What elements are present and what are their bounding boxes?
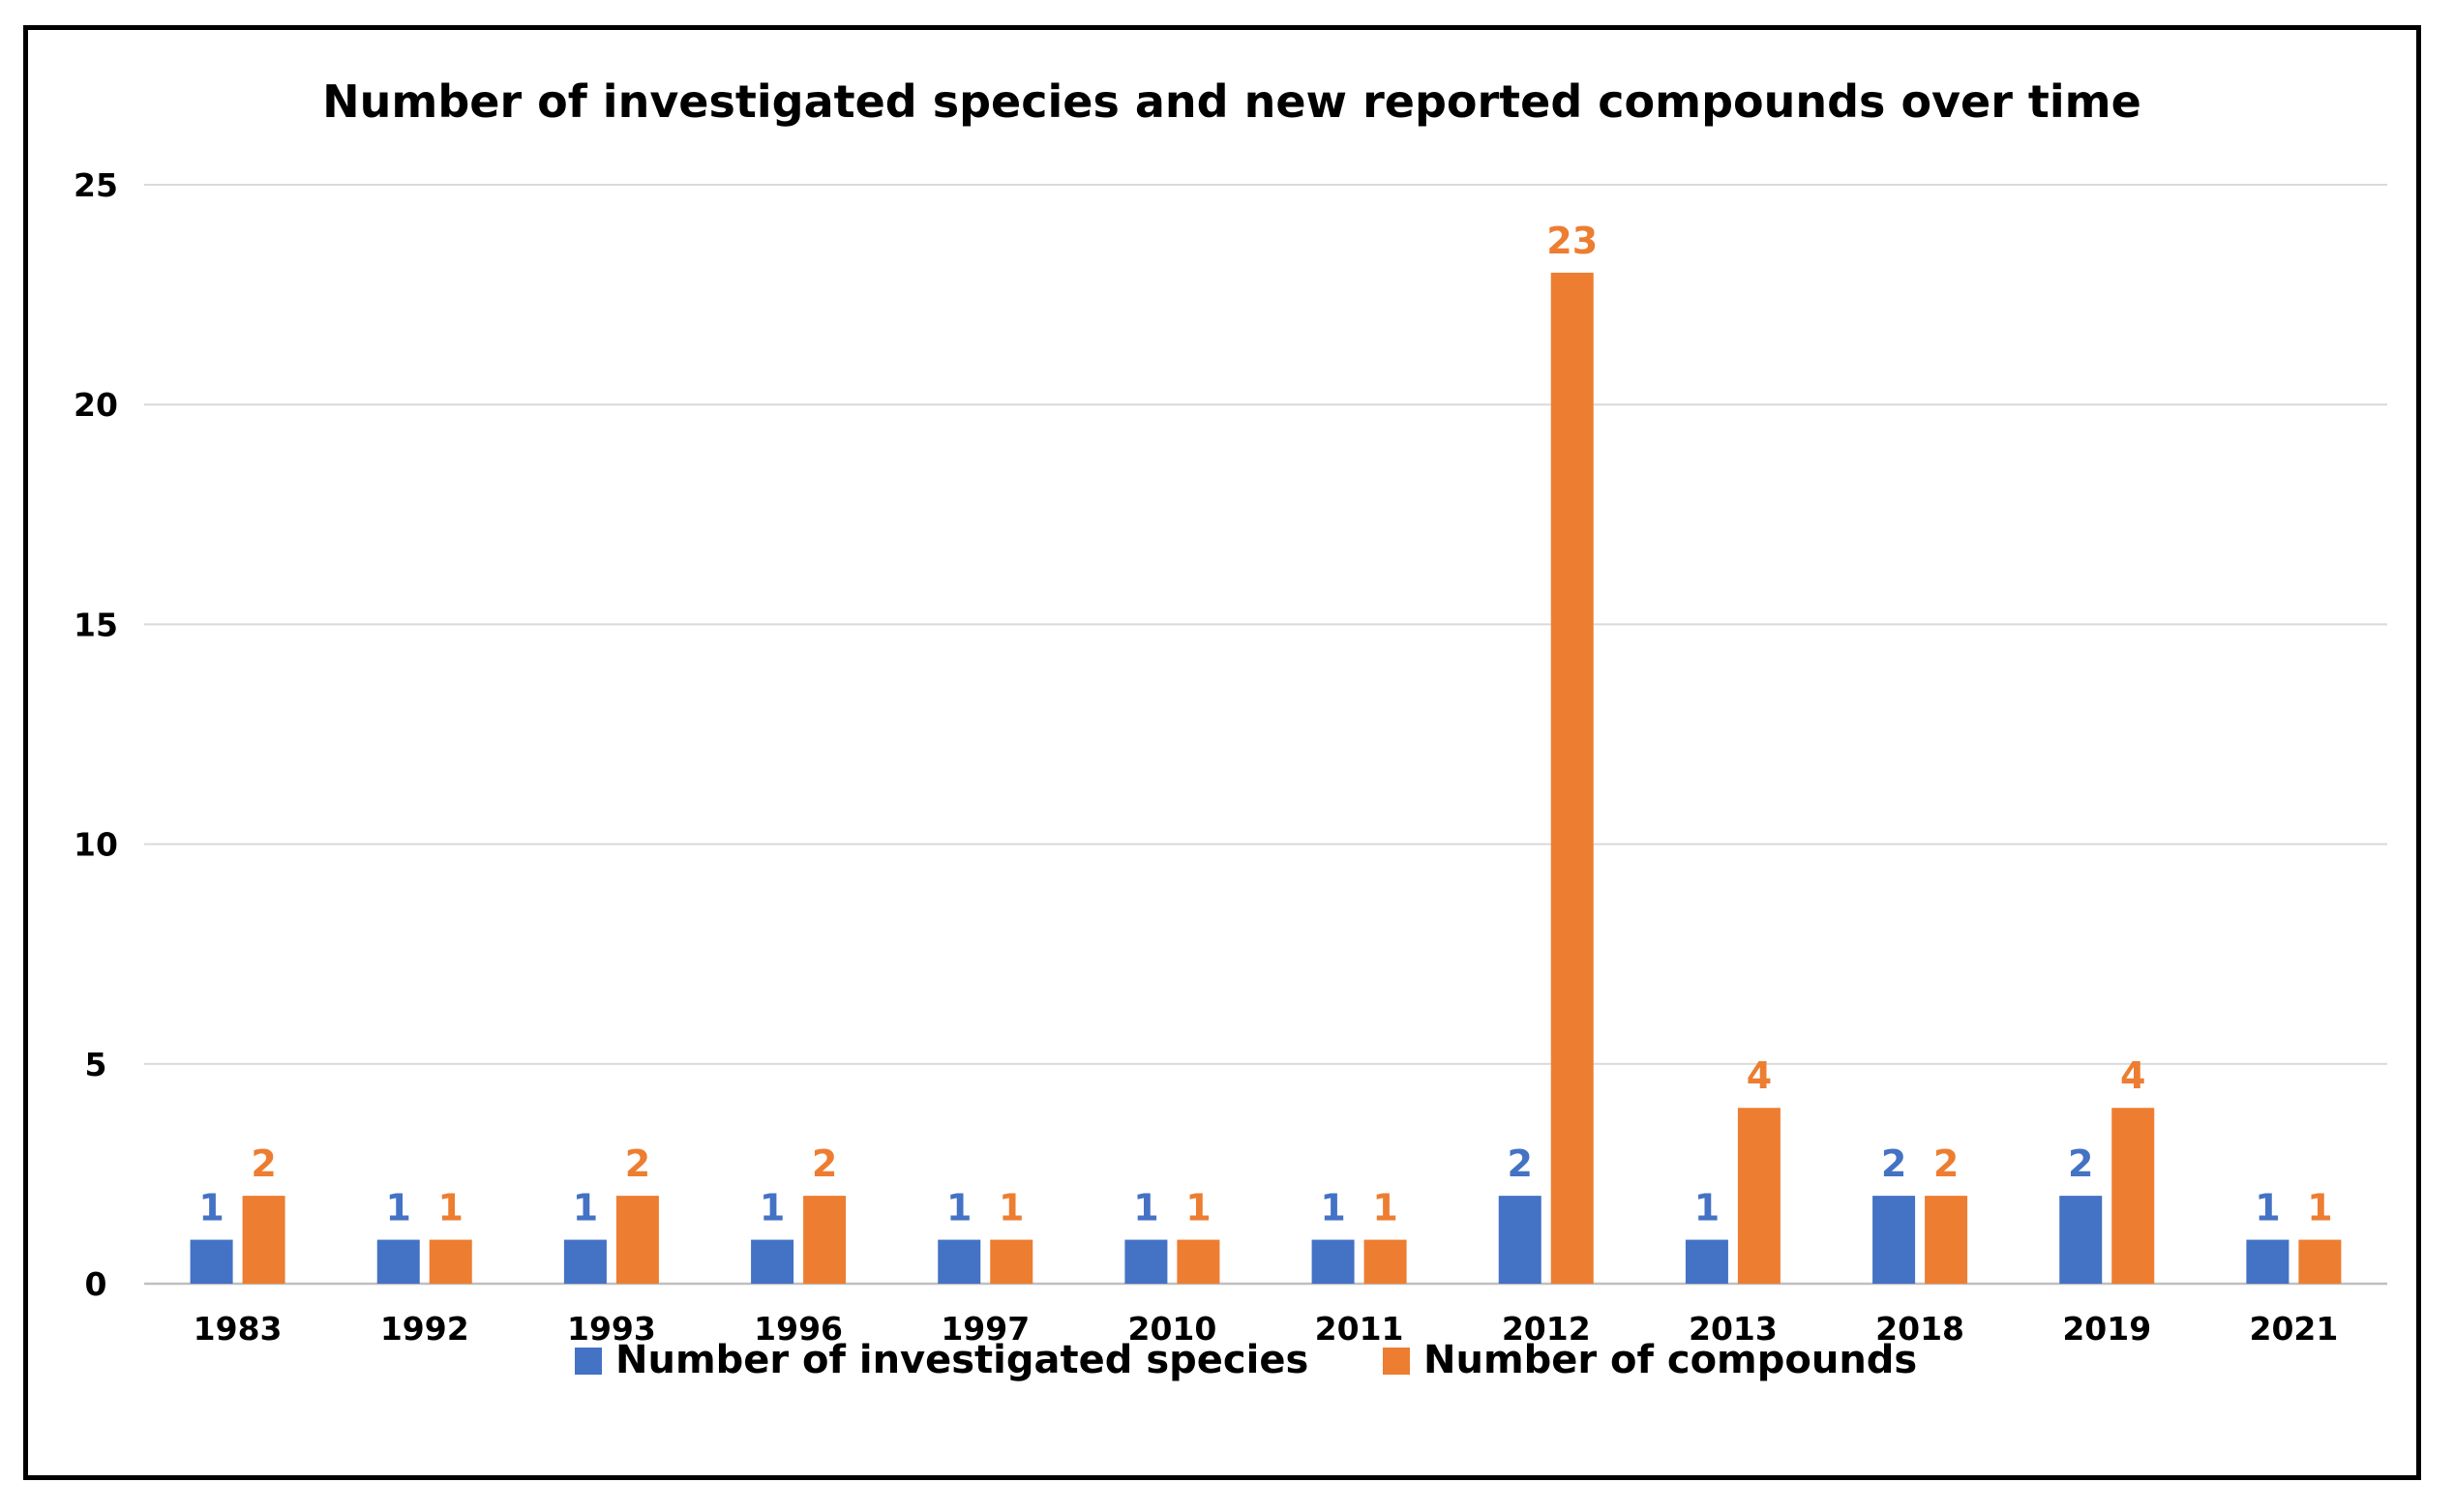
- bar-investigated-species: [1124, 1239, 1168, 1284]
- x-tick-label: 1997: [941, 1310, 1030, 1348]
- y-axis-ticks: 0 5 10 15 20 25: [74, 166, 118, 1303]
- bar-investigated-species: [938, 1239, 981, 1284]
- bar-investigated-species: [2246, 1239, 2289, 1284]
- data-label-investigated-species: 1: [760, 1187, 785, 1230]
- data-label-investigated-species: 1: [1320, 1187, 1345, 1230]
- y-tick-label: 5: [85, 1046, 107, 1083]
- data-label-compounds: 1: [2307, 1187, 2332, 1230]
- legend-swatch-investigated-species: [575, 1348, 602, 1375]
- data-label-compounds: 2: [1933, 1142, 1959, 1185]
- x-tick-label: 2021: [2249, 1310, 2338, 1348]
- bar-compounds: [1550, 272, 1594, 1284]
- x-tick-label: 2013: [1689, 1310, 1778, 1348]
- x-tick-label: 2010: [1127, 1310, 1216, 1348]
- x-tick-label: 1983: [194, 1310, 283, 1348]
- bar-compounds: [1363, 1239, 1407, 1284]
- data-label-compounds: 1: [438, 1187, 464, 1230]
- bar-compounds: [2298, 1239, 2342, 1284]
- x-tick-label: 2018: [1875, 1310, 1964, 1348]
- y-tick-label: 10: [74, 826, 118, 864]
- data-label-compounds: 23: [1546, 220, 1598, 262]
- data-label-compounds: 2: [251, 1142, 276, 1185]
- data-label-compounds: 1: [999, 1187, 1024, 1230]
- data-label-investigated-species: 1: [573, 1187, 598, 1230]
- bar-investigated-species: [1498, 1196, 1541, 1284]
- y-tick-label: 0: [85, 1265, 107, 1303]
- bar-investigated-species: [376, 1239, 420, 1284]
- bars: [190, 272, 2342, 1284]
- bar-investigated-species: [1872, 1196, 1916, 1284]
- bar-compounds: [1737, 1108, 1781, 1284]
- x-tick-label: 2011: [1315, 1310, 1404, 1348]
- x-tick-label: 2012: [1502, 1310, 1591, 1348]
- x-tick-label: 2019: [2062, 1310, 2151, 1348]
- data-label-compounds: 2: [812, 1142, 837, 1185]
- data-label-compounds: 4: [2120, 1054, 2145, 1097]
- bar-investigated-species: [190, 1239, 233, 1284]
- data-label-compounds: 2: [625, 1142, 650, 1185]
- bar-compounds: [803, 1196, 847, 1284]
- x-tick-label: 1992: [380, 1310, 469, 1348]
- gridlines: [144, 184, 2387, 1286]
- bar-investigated-species: [2059, 1196, 2103, 1284]
- bar-investigated-species: [563, 1239, 607, 1284]
- y-tick-label: 15: [74, 606, 118, 643]
- bar-compounds: [990, 1239, 1033, 1284]
- data-label-investigated-species: 1: [2255, 1187, 2280, 1230]
- y-tick-label: 25: [74, 166, 118, 204]
- data-label-compounds: 4: [1747, 1054, 1772, 1097]
- bar-compounds: [242, 1196, 285, 1284]
- y-tick-label: 20: [74, 386, 118, 424]
- bar-investigated-species: [751, 1239, 794, 1284]
- bar-chart: Number of investigated species and new r…: [74, 75, 2387, 1382]
- data-label-investigated-species: 1: [946, 1187, 972, 1230]
- data-label-investigated-species: 1: [1694, 1187, 1720, 1230]
- legend: Number of investigated species Number of …: [575, 1338, 1917, 1382]
- bar-compounds: [615, 1196, 659, 1284]
- data-label-investigated-species: 1: [1133, 1187, 1158, 1230]
- bar-investigated-species: [1685, 1239, 1728, 1284]
- bar-compounds: [429, 1239, 472, 1284]
- data-label-investigated-species: 2: [1508, 1142, 1533, 1185]
- legend-label-compounds: Number of compounds: [1423, 1338, 1917, 1382]
- legend-swatch-compounds: [1383, 1348, 1410, 1375]
- data-label-investigated-species: 2: [1881, 1142, 1906, 1185]
- x-tick-label: 1993: [567, 1310, 656, 1348]
- bar-compounds: [2111, 1108, 2155, 1284]
- data-label-investigated-species: 1: [386, 1187, 411, 1230]
- bar-investigated-species: [1311, 1239, 1355, 1284]
- data-label-compounds: 1: [1185, 1187, 1211, 1230]
- x-axis-ticks: 1983 1992 1993 1996 1997 2010 2011 2012 2013 2018…: [194, 1310, 2339, 1348]
- data-label-investigated-species: 1: [198, 1187, 224, 1230]
- chart-title: Number of investigated species and new r…: [322, 75, 2141, 128]
- bar-compounds: [1925, 1196, 1968, 1284]
- data-label-investigated-species: 2: [2068, 1142, 2093, 1185]
- chart-frame: Number of investigated species and new r…: [23, 25, 2421, 1480]
- x-tick-label: 1996: [754, 1310, 843, 1348]
- bar-compounds: [1177, 1239, 1220, 1284]
- legend-label-investigated-species: Number of investigated species: [615, 1338, 1308, 1382]
- data-label-compounds: 1: [1372, 1187, 1397, 1230]
